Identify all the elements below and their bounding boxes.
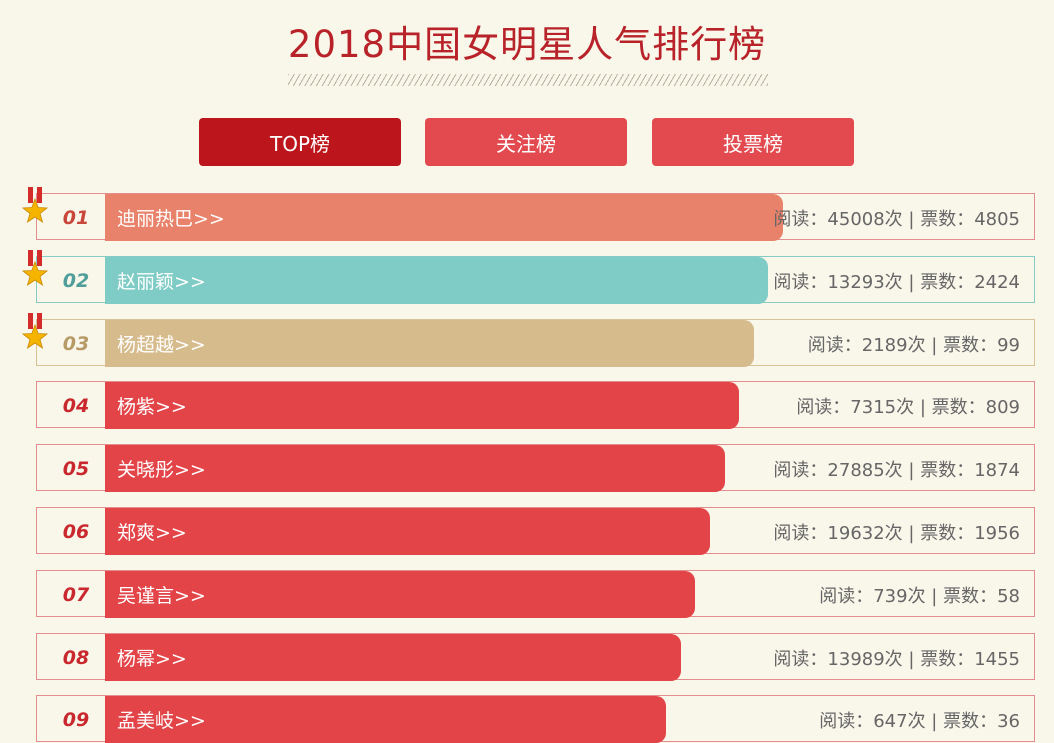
page-title: 2018中国女明星人气排行榜 (287, 23, 767, 66)
popularity-bar: 关晓彤>> (105, 445, 725, 492)
celebrity-name-link[interactable]: 孟美岐>> (117, 710, 206, 732)
tab-follow[interactable]: 关注榜 (425, 118, 627, 166)
celebrity-name-link[interactable]: 关晓彤>> (117, 459, 206, 481)
read-vote-stats: 阅读：7315次 | 票数：809 (796, 396, 1020, 418)
ranking-row[interactable]: 03 杨超越>> 阅读：2189次 | 票数：99 (36, 319, 1035, 367)
rank-number: 07 (62, 583, 90, 606)
ranking-row[interactable]: 08 杨幂>> 阅读：13989次 | 票数：1455 (36, 633, 1035, 681)
celebrity-name-link[interactable]: 郑爽>> (117, 522, 187, 544)
popularity-bar: 杨幂>> (105, 634, 681, 681)
title-divider (288, 74, 768, 86)
ranking-row[interactable]: 02 赵丽颖>> 阅读：13293次 | 票数：2424 (36, 256, 1035, 304)
celebrity-name-link[interactable]: 吴谨言>> (117, 585, 206, 607)
medal-icon (22, 187, 48, 223)
tab-bar: TOP榜 关注榜 投票榜 (0, 118, 1054, 166)
read-vote-stats: 阅读：739次 | 票数：58 (819, 585, 1020, 607)
rank-number: 06 (62, 520, 90, 543)
popularity-bar: 吴谨言>> (105, 571, 695, 618)
read-vote-stats: 阅读：13293次 | 票数：2424 (773, 271, 1020, 293)
rank-number: 03 (62, 332, 90, 355)
popularity-bar: 迪丽热巴>> (105, 194, 783, 241)
popularity-bar: 郑爽>> (105, 508, 710, 555)
celebrity-name-link[interactable]: 迪丽热巴>> (117, 208, 225, 230)
celebrity-name-link[interactable]: 杨紫>> (117, 396, 187, 418)
rank-number: 02 (62, 269, 90, 292)
read-vote-stats: 阅读：27885次 | 票数：1874 (773, 459, 1020, 481)
tab-top[interactable]: TOP榜 (199, 118, 401, 166)
popularity-bar: 赵丽颖>> (105, 257, 768, 304)
medal-icon (22, 313, 48, 349)
ranking-row[interactable]: 09 孟美岐>> 阅读：647次 | 票数：36 (36, 695, 1035, 743)
rank-number: 01 (62, 206, 90, 229)
rank-number: 04 (62, 394, 90, 417)
rank-number: 05 (62, 457, 90, 480)
ranking-row[interactable]: 04 杨紫>> 阅读：7315次 | 票数：809 (36, 381, 1035, 429)
read-vote-stats: 阅读：13989次 | 票数：1455 (773, 648, 1020, 670)
medal-icon (22, 250, 48, 286)
rank-number: 09 (62, 708, 90, 731)
ranking-row[interactable]: 06 郑爽>> 阅读：19632次 | 票数：1956 (36, 507, 1035, 555)
celebrity-name-link[interactable]: 赵丽颖>> (117, 271, 206, 293)
read-vote-stats: 阅读：19632次 | 票数：1956 (773, 522, 1020, 544)
celebrity-name-link[interactable]: 杨超越>> (117, 334, 206, 356)
ranking-row[interactable]: 05 关晓彤>> 阅读：27885次 | 票数：1874 (36, 444, 1035, 492)
popularity-bar: 孟美岐>> (105, 696, 666, 743)
popularity-bar: 杨超越>> (105, 320, 754, 367)
ranking-row[interactable]: 07 吴谨言>> 阅读：739次 | 票数：58 (36, 570, 1035, 618)
read-vote-stats: 阅读：45008次 | 票数：4805 (773, 208, 1020, 230)
read-vote-stats: 阅读：647次 | 票数：36 (819, 710, 1020, 732)
tab-vote[interactable]: 投票榜 (652, 118, 854, 166)
celebrity-name-link[interactable]: 杨幂>> (117, 648, 187, 670)
ranking-row[interactable]: 01 迪丽热巴>> 阅读：45008次 | 票数：4805 (36, 193, 1035, 241)
popularity-bar: 杨紫>> (105, 382, 739, 429)
rank-number: 08 (62, 646, 90, 669)
read-vote-stats: 阅读：2189次 | 票数：99 (807, 334, 1020, 356)
